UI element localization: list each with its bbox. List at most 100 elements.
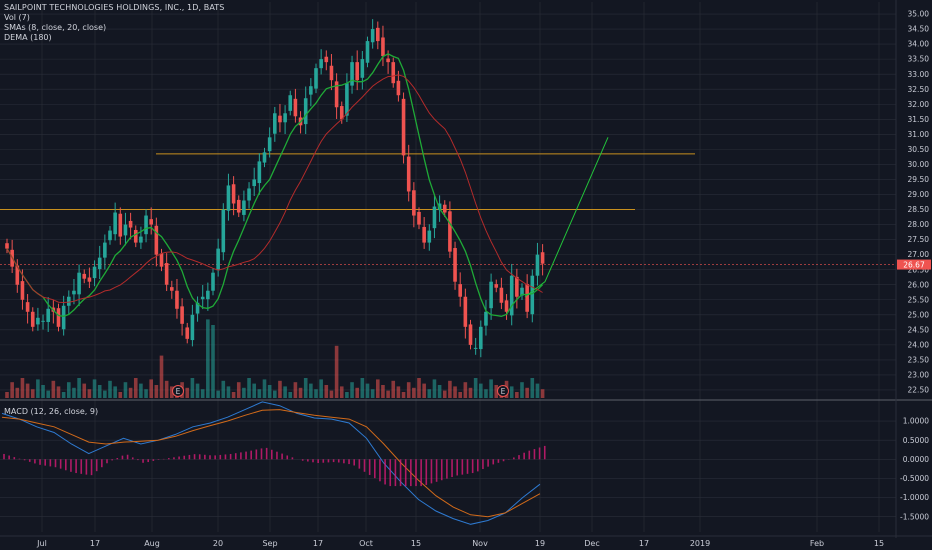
volume-bar <box>252 383 256 398</box>
candle-body <box>370 29 375 43</box>
candle-body <box>484 311 488 326</box>
candle-body <box>159 253 164 267</box>
price-tick-label: 33.00 <box>908 70 930 79</box>
candle-body <box>350 62 354 86</box>
volume-bar <box>453 386 457 398</box>
candle-body <box>489 281 493 309</box>
time-tick-label: 17 <box>313 539 323 548</box>
projection-line[interactable] <box>524 137 609 298</box>
candle-body <box>520 287 524 296</box>
candle-body <box>267 137 272 152</box>
candle-body <box>216 248 220 271</box>
candle-body <box>118 213 123 237</box>
volume-bar <box>391 380 396 398</box>
candle-body <box>417 211 421 225</box>
price-axis[interactable]: 35.00 34.50 34.00 33.50 33.00 32.50 32.00 31.50… <box>897 10 931 522</box>
volume-bar <box>128 387 133 398</box>
candle-body <box>535 254 540 276</box>
volume-bar <box>41 385 45 398</box>
volume-bar <box>381 385 385 398</box>
volume-bar <box>427 389 432 398</box>
candle-body <box>108 230 112 241</box>
volume-bar <box>211 325 215 398</box>
price-tick-label: 24.50 <box>908 325 930 334</box>
candle-body <box>365 41 370 63</box>
volume-bar <box>463 382 468 398</box>
time-tick-label: 17 <box>639 539 649 548</box>
candle-body <box>262 152 267 163</box>
candle-body <box>278 115 282 123</box>
candle-body <box>453 248 457 282</box>
last-price-tag <box>897 259 931 270</box>
candle-body <box>5 243 9 249</box>
volume-bar <box>262 379 267 398</box>
candle-body <box>509 275 514 316</box>
candle-body <box>458 284 462 297</box>
candle-body <box>412 190 416 216</box>
candle-body <box>103 242 107 258</box>
volume-bar <box>190 378 195 398</box>
time-tick-label: Jul <box>36 539 47 548</box>
candle-body <box>175 290 179 309</box>
volume-bar <box>468 387 473 398</box>
volume-bar <box>221 380 226 398</box>
volume-bar <box>365 383 370 398</box>
volume-bar <box>15 387 20 398</box>
candle-body <box>473 347 478 349</box>
legend-dema[interactable]: DEMA (180) <box>4 33 52 42</box>
legend-dema-label: DEMA (180) <box>4 33 52 42</box>
volume-bar <box>515 392 519 398</box>
price-tick-label: 26.00 <box>908 280 930 289</box>
candle-body <box>257 161 262 184</box>
volume-bar <box>473 378 478 398</box>
signal-line <box>1 409 541 518</box>
volume-bar <box>494 385 499 398</box>
volume-bar <box>36 379 40 398</box>
volume-bar <box>350 382 354 398</box>
candle-body <box>133 229 138 243</box>
volume-bar <box>216 390 220 398</box>
legend-smas[interactable]: SMAs (8, close, 20, close) <box>4 23 106 32</box>
candle-body <box>236 199 241 213</box>
volume-bar <box>72 387 76 398</box>
candle-body <box>448 211 452 252</box>
macd-panel <box>1 401 546 525</box>
volume-bar <box>293 382 298 398</box>
candle-body <box>273 113 277 134</box>
candle-body <box>61 305 66 330</box>
candle-body <box>422 226 426 243</box>
volume-bar <box>288 392 293 398</box>
volume-bar <box>329 390 334 398</box>
macd-tick-label: -1.0000 <box>900 493 929 502</box>
volume-bar <box>370 389 375 398</box>
volume-bar <box>108 380 112 398</box>
volume-bar <box>334 345 339 398</box>
volume-bar <box>257 389 262 398</box>
volume-bar <box>200 389 205 398</box>
legend-volume[interactable]: Vol (7) <box>4 13 30 22</box>
price-tick-label: 22.50 <box>908 386 930 395</box>
sma-fast-line <box>6 53 544 317</box>
volume-bar <box>247 378 251 398</box>
macd-tick-label: 0.5000 <box>903 436 929 445</box>
symbol-title[interactable]: SAILPOINT TECHNOLOGIES HOLDINGS, INC., 1… <box>4 3 224 12</box>
candle-body <box>200 296 205 300</box>
volume-bar <box>386 390 390 398</box>
candle-body <box>401 98 406 156</box>
volume-bar <box>236 382 241 398</box>
legend-macd[interactable]: MACD (12, 26, close, 9) <box>4 407 98 416</box>
candle-body <box>211 272 215 291</box>
sma-slow-line <box>6 74 543 304</box>
candle-body <box>391 62 396 84</box>
candle-body <box>376 27 380 42</box>
candle-body <box>185 327 190 339</box>
volume-bar <box>417 378 421 398</box>
horizontal-levels[interactable] <box>0 153 896 265</box>
candle-body <box>97 257 102 270</box>
volume-bar <box>406 382 411 398</box>
time-axis[interactable]: Jul 17 Aug 20 Sep 17 Oct 15 Nov 19 Dec 17 2019 Feb 15 <box>36 539 884 548</box>
candle-body <box>329 65 334 81</box>
legend-volume-label: Vol (7) <box>4 13 30 22</box>
